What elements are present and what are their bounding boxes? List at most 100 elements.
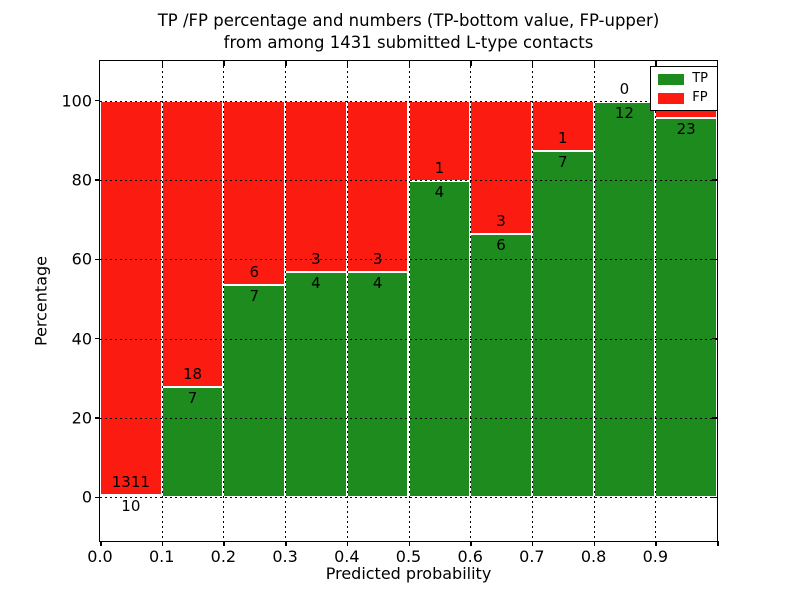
tp-bar-segment (285, 270, 347, 498)
fp-bar-segment (346, 100, 409, 271)
y-tick-mark (95, 496, 100, 499)
x-tick-mark (223, 541, 225, 546)
fp-bar-segment (470, 100, 532, 233)
y-tick-label: 60 (71, 249, 92, 269)
chart-title-line2: from among 1431 submitted L-type contact… (223, 33, 594, 52)
x-tick-label: 0.2 (210, 547, 237, 566)
bar-group (470, 100, 532, 498)
x-tick-mark (655, 541, 657, 546)
x-tick-label: 0.4 (334, 547, 360, 566)
tp-bar-segment (346, 270, 409, 498)
y-tick-mark-right (712, 258, 717, 261)
tp-bar-segment (593, 100, 656, 498)
tp-count-label: 6 (496, 235, 506, 254)
fp-count-label: 0 (619, 79, 630, 98)
y-tick-mark (95, 258, 100, 261)
horizontal-gridline (100, 418, 717, 420)
fp-count-label: 3 (496, 211, 506, 230)
y-axis-label: Percentage (31, 255, 51, 347)
tp-bar-segment (100, 494, 162, 498)
x-tick-label: 0.6 (457, 547, 483, 566)
horizontal-gridline (100, 259, 717, 261)
plot-area: TP FP 1311 10 18 7 6 7 3 4 3 4 1 4 3 6 1 7 0 12 23 0.0 0.1 0.… (61, 60, 719, 566)
y-tick-label: 100 (61, 91, 92, 111)
fp-legend-label: FP (692, 90, 708, 105)
tp-count-label: 7 (249, 286, 260, 305)
x-tick-label: 0.0 (87, 547, 113, 566)
tp-legend-swatch (658, 73, 685, 85)
chart-title: TP /FP percentage and numbers (TP-bottom… (99, 10, 718, 54)
x-tick-mark-top (408, 61, 410, 66)
tp-bar-segment (531, 150, 594, 498)
x-tick-mark (408, 541, 410, 546)
chart-title-line1: TP /FP percentage and numbers (TP-bottom… (157, 11, 660, 30)
tp-bar-segment (470, 232, 532, 498)
x-tick-mark (161, 541, 164, 546)
tp-count-label: 4 (311, 273, 321, 292)
y-tick-mark-right (712, 179, 717, 181)
fp-bar-segment (100, 100, 162, 495)
x-tick-mark (470, 541, 472, 546)
tp-count-label: 4 (434, 183, 445, 201)
fp-count-label: 6 (249, 262, 260, 281)
tp-count-label: 12 (614, 103, 634, 122)
tp-bar-segment (161, 386, 224, 498)
vertical-gridline (531, 61, 533, 541)
y-tick-mark (95, 337, 100, 340)
vertical-gridline (346, 61, 348, 541)
y-tick-label: 80 (71, 170, 92, 190)
x-tick-mark-top (593, 61, 596, 66)
fp-count-label: 1 (557, 129, 568, 148)
x-tick-mark (717, 541, 719, 546)
x-tick-label: 0.3 (272, 547, 298, 566)
horizontal-gridline (100, 497, 717, 499)
x-tick-mark (346, 541, 349, 546)
fp-count-label: 18 (183, 365, 203, 384)
vertical-gridline (285, 61, 287, 541)
fp-bar-segment (285, 100, 347, 271)
bar-group (655, 100, 717, 498)
bar-group (346, 100, 409, 498)
tp-count-label: 4 (372, 273, 383, 292)
y-tick-mark (95, 99, 100, 102)
fp-count-label: 1311 (111, 473, 150, 492)
y-tick-mark-right (712, 337, 717, 340)
bar-group (161, 100, 224, 498)
x-tick-mark (100, 541, 102, 546)
y-tick-label: 0 (81, 487, 92, 507)
y-tick-mark-right (712, 417, 717, 419)
x-tick-mark-top (346, 61, 349, 66)
horizontal-gridline (100, 338, 717, 340)
vertical-gridline (408, 61, 410, 541)
tp-bar-segment (655, 117, 717, 498)
y-tick-mark (95, 417, 100, 419)
fp-legend-swatch (658, 92, 685, 104)
x-tick-label: 0.1 (148, 547, 175, 566)
fp-count-label: 3 (372, 249, 383, 268)
x-tick-label: 0.5 (395, 547, 422, 566)
x-tick-mark-top (470, 61, 472, 66)
y-tick-label: 20 (71, 408, 92, 428)
bar-group (531, 100, 594, 498)
horizontal-gridline (100, 100, 717, 102)
tp-count-label: 10 (121, 497, 141, 516)
bar-group (100, 100, 162, 498)
vertical-gridline (161, 61, 163, 541)
tp-count-label: 23 (676, 120, 696, 139)
legend-row-fp: FP (658, 91, 708, 105)
x-tick-mark (285, 541, 287, 546)
vertical-gridline (223, 61, 225, 541)
tp-bar-segment (223, 283, 286, 498)
x-tick-mark-top (655, 61, 657, 66)
x-axis-label: Predicted probability (325, 564, 492, 583)
tp-count-label: 7 (557, 153, 568, 172)
fp-bar-segment (223, 100, 286, 284)
legend: TP FP (650, 66, 718, 111)
vertical-gridline (655, 61, 657, 541)
fp-count-label: 3 (311, 249, 321, 268)
x-tick-label: 0.9 (642, 547, 669, 566)
x-tick-mark-top (285, 61, 287, 66)
fp-bar-segment (161, 100, 224, 387)
x-tick-label: 0.8 (580, 547, 607, 566)
